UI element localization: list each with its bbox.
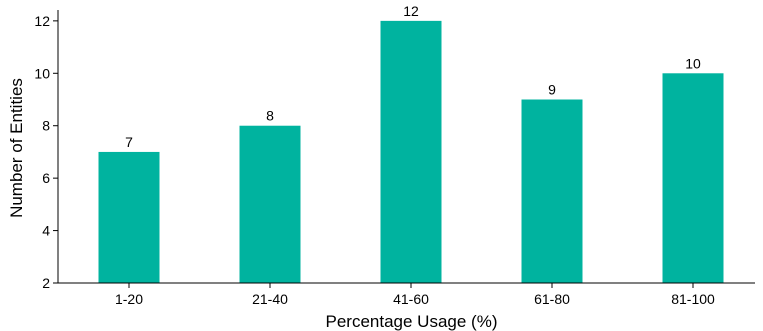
y-tick-label: 8 <box>42 118 50 134</box>
data-label-61-80: 9 <box>548 82 556 98</box>
x-axis-ticks: 1-20 21-40 41-60 61-80 81-100 <box>115 283 715 307</box>
bars <box>98 20 724 284</box>
bar-81-100 <box>662 73 724 283</box>
data-label-41-60: 12 <box>403 3 419 19</box>
y-tick-label: 6 <box>42 170 50 186</box>
bar-61-80 <box>521 99 583 283</box>
y-tick-label: 4 <box>42 223 50 239</box>
bar-21-40 <box>239 125 301 283</box>
y-axis-title: Number of Entities <box>7 78 26 218</box>
x-tick-label: 1-20 <box>115 291 143 307</box>
x-tick-label: 61-80 <box>534 291 570 307</box>
data-label-21-40: 8 <box>266 108 274 124</box>
y-tick-label: 12 <box>34 13 50 29</box>
bar-1-20 <box>98 151 160 283</box>
y-axis-ticks: 2 4 6 8 10 12 <box>34 13 58 291</box>
x-tick-label: 21-40 <box>252 291 288 307</box>
y-tick-label: 2 <box>42 275 50 291</box>
x-tick-label: 81-100 <box>671 291 715 307</box>
data-labels: 7 8 12 9 10 <box>125 3 701 150</box>
data-label-1-20: 7 <box>125 134 133 150</box>
bar-41-60 <box>380 20 442 284</box>
y-tick-label: 10 <box>34 65 50 81</box>
data-label-81-100: 10 <box>685 55 701 71</box>
x-axis-title: Percentage Usage (%) <box>326 312 498 331</box>
x-tick-label: 41-60 <box>393 291 429 307</box>
